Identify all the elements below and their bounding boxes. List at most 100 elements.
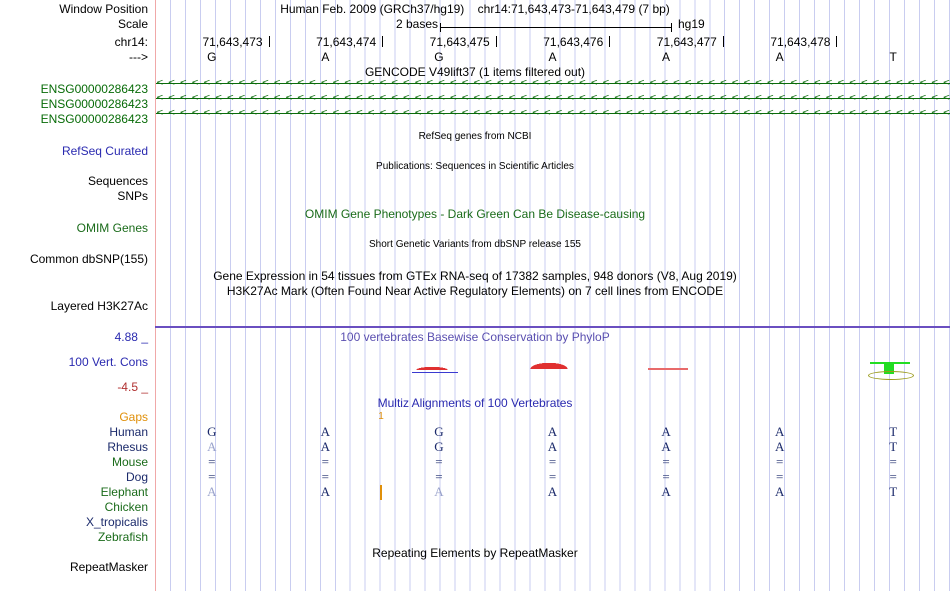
alignment-base: A bbox=[774, 484, 785, 499]
gencode-center-label[interactable]: GENCODE V49lift37 (1 items filtered out) bbox=[364, 65, 586, 79]
left-edge-rule bbox=[155, 0, 156, 591]
alignment-base: = bbox=[662, 469, 670, 484]
ruler-coord: 71,643,474 bbox=[316, 35, 377, 49]
alignment-base: A bbox=[661, 424, 671, 439]
scale-bases-text: 2 bases bbox=[395, 17, 438, 31]
window-position-label: Window Position bbox=[59, 2, 148, 16]
species-label-zebrafish[interactable]: Zebrafish bbox=[97, 530, 148, 544]
omim-center-label[interactable]: OMIM Gene Phenotypes - Dark Green Can Be… bbox=[304, 207, 646, 221]
alignment-base: = bbox=[889, 454, 897, 469]
alignment-base: T bbox=[889, 439, 898, 454]
ruler-base: A bbox=[662, 50, 671, 64]
assembly-position-title: Human Feb. 2009 (GRCh37/hg19) chr14:71,6… bbox=[0, 3, 950, 15]
alignment-base: A bbox=[547, 424, 558, 439]
ruler-coord: 71,643,476 bbox=[543, 35, 604, 49]
species-label-chicken[interactable]: Chicken bbox=[104, 500, 148, 514]
ruler-base: T bbox=[889, 50, 897, 64]
snps-label[interactable]: SNPs bbox=[117, 189, 148, 203]
gencode-transcript-row[interactable]: <<<<<<<<<<<<<<<<<<<<<<<<<<<<<<<<<<<<<<<<… bbox=[156, 78, 950, 89]
multiz-center-label[interactable]: Multiz Alignments of 100 Vertebrates bbox=[377, 396, 573, 410]
alignment-base: A bbox=[661, 439, 671, 454]
sequences-label[interactable]: Sequences bbox=[87, 174, 148, 188]
conservation-axis-max: 4.88 _ bbox=[114, 330, 148, 344]
dbsnp-center-label[interactable]: Short Genetic Variants from dbSNP releas… bbox=[369, 239, 581, 250]
alignment-base: A bbox=[774, 439, 785, 454]
alignment-base: A bbox=[207, 484, 217, 499]
transcript-line bbox=[156, 113, 950, 114]
alignment-base: = bbox=[435, 469, 443, 484]
conservation-center-label[interactable]: 100 vertebrates Basewise Conservation by… bbox=[340, 330, 610, 344]
ruler-tick bbox=[722, 36, 724, 47]
strand-arrow-icon: <<<<<<<<<<<<<<<<<<<<<<<<<<<<<<<<<<<<<<<<… bbox=[156, 108, 950, 118]
gap-count: 1 bbox=[378, 411, 384, 422]
refseq-center-label[interactable]: RefSeq genes from NCBI bbox=[418, 131, 532, 142]
species-label-human[interactable]: Human bbox=[109, 425, 148, 439]
ruler-tick bbox=[836, 36, 838, 47]
species-label-x_tropicalis[interactable]: X_tropicalis bbox=[85, 515, 148, 529]
ruler-base: A bbox=[548, 50, 557, 64]
gap-tick bbox=[380, 485, 382, 500]
strand-label: ---> bbox=[129, 50, 148, 64]
gaps-label[interactable]: Gaps bbox=[119, 410, 148, 424]
repeatmasker-label[interactable]: RepeatMasker bbox=[69, 560, 148, 574]
common-dbsnp-label[interactable]: Common dbSNP(155) bbox=[29, 252, 148, 266]
gtex-center-label[interactable]: Gene Expression in 54 tissues from GTEx … bbox=[213, 269, 737, 283]
alignment-base: = bbox=[321, 469, 330, 484]
strand-arrow-icon: <<<<<<<<<<<<<<<<<<<<<<<<<<<<<<<<<<<<<<<<… bbox=[156, 78, 950, 88]
species-label-mouse[interactable]: Mouse bbox=[111, 455, 148, 469]
scale-bar bbox=[440, 23, 672, 32]
species-label-dog[interactable]: Dog bbox=[125, 470, 148, 484]
assembly-title: Human Feb. 2009 (GRCh37/hg19) bbox=[280, 2, 465, 16]
omim-genes-label[interactable]: OMIM Genes bbox=[76, 221, 148, 235]
alignment-base: T bbox=[889, 424, 898, 439]
phylop-highlight-ellipse bbox=[868, 371, 914, 380]
ruler-coord: 71,643,478 bbox=[770, 35, 831, 49]
repeatmasker-center-label[interactable]: Repeating Elements by RepeatMasker bbox=[372, 546, 578, 560]
alignment-base: A bbox=[434, 484, 444, 499]
ruler-base: G bbox=[207, 50, 217, 64]
alignment-base: = bbox=[775, 454, 784, 469]
alignment-base: A bbox=[320, 439, 331, 454]
species-label-rhesus[interactable]: Rhesus bbox=[107, 440, 148, 454]
alignment-base: A bbox=[207, 439, 217, 454]
gencode-transcript-row[interactable]: <<<<<<<<<<<<<<<<<<<<<<<<<<<<<<<<<<<<<<<<… bbox=[156, 108, 950, 119]
gencode-transcript-row[interactable]: <<<<<<<<<<<<<<<<<<<<<<<<<<<<<<<<<<<<<<<<… bbox=[156, 93, 950, 104]
alignment-base: G bbox=[207, 424, 217, 439]
conservation-left-label[interactable]: 100 Vert. Cons bbox=[68, 355, 148, 369]
refseq-curated-label[interactable]: RefSeq Curated bbox=[61, 144, 148, 158]
conservation-axis-min: -4.5 _ bbox=[117, 380, 148, 394]
ruler-tick bbox=[382, 36, 384, 47]
alignment-base: A bbox=[774, 424, 785, 439]
ruler-tick bbox=[268, 36, 270, 47]
ruler-coord: 71,643,477 bbox=[656, 35, 717, 49]
gencode-gene-name[interactable]: ENSG00000286423 bbox=[40, 97, 148, 111]
ruler-tick bbox=[609, 36, 611, 47]
publications-center-label[interactable]: Publications: Sequences in Scientific Ar… bbox=[376, 161, 574, 172]
position-range[interactable]: chr14:71,643,473-71,643,479 (7 bp) bbox=[477, 2, 670, 16]
scale-label: Scale bbox=[117, 17, 148, 31]
ruler-base: A bbox=[775, 50, 784, 64]
phylop-highlight-block bbox=[884, 362, 894, 374]
gencode-gene-name[interactable]: ENSG00000286423 bbox=[40, 82, 148, 96]
transcript-line bbox=[156, 98, 950, 99]
phylop-peak-3 bbox=[648, 368, 688, 370]
alignment-base: A bbox=[547, 439, 558, 454]
species-label-elephant[interactable]: Elephant bbox=[100, 485, 148, 499]
alignment-base: A bbox=[661, 484, 671, 499]
alignment-base: A bbox=[547, 484, 558, 499]
ruler-base: A bbox=[321, 50, 330, 64]
alignment-base: A bbox=[320, 424, 331, 439]
gencode-gene-name[interactable]: ENSG00000286423 bbox=[40, 112, 148, 126]
alignment-base: G bbox=[434, 439, 444, 454]
alignment-base: = bbox=[208, 469, 216, 484]
alignment-base: = bbox=[548, 469, 557, 484]
ruler-coord: 71,643,475 bbox=[429, 35, 490, 49]
h3k27ac-center-label[interactable]: H3K27Ac Mark (Often Found Near Active Re… bbox=[226, 284, 724, 298]
alignment-base: = bbox=[435, 454, 443, 469]
layered-h3k27ac-label[interactable]: Layered H3K27Ac bbox=[50, 299, 148, 313]
phylop-peak-1 bbox=[412, 366, 452, 370]
alignment-base: = bbox=[548, 454, 557, 469]
alignment-base: T bbox=[889, 484, 898, 499]
alignment-base: = bbox=[662, 454, 670, 469]
